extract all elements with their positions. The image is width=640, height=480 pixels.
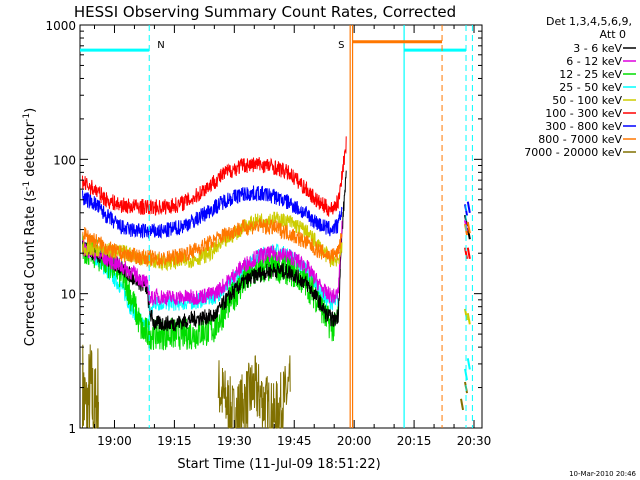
series-7000-20000-kev (82, 344, 469, 429)
series-line (82, 344, 99, 429)
series-tail-mark (464, 368, 469, 381)
legend-label: 12 - 25 keV (559, 68, 622, 81)
series-line (82, 136, 347, 217)
series-line (82, 218, 343, 268)
x-tick-label: 19:45 (277, 434, 312, 448)
series-tail-mark (464, 308, 469, 321)
legend-label: 300 - 800 keV (545, 120, 622, 133)
series-tail-mark (466, 313, 471, 325)
legend-label: 7000 - 20000 keV (524, 146, 622, 159)
x-tick-label: 19:00 (97, 434, 132, 448)
x-axis-label: Start Time (11-Jul-09 18:51:22) (177, 457, 380, 472)
x-tick-label: 20:00 (337, 434, 372, 448)
y-axis-label-sup1: -1 (22, 181, 32, 190)
series-tail-mark (464, 247, 469, 259)
y-tick-label: 1 (68, 422, 76, 436)
legend-label: 50 - 100 keV (552, 94, 622, 107)
series-100-300-kev (82, 136, 471, 259)
series-line (82, 233, 339, 351)
x-tick-label: 19:15 (157, 434, 192, 448)
x-tick-label: 20:30 (457, 434, 492, 448)
series-tail-mark (466, 227, 471, 240)
series-group (82, 136, 471, 429)
legend-header-line2: Att 0 (600, 28, 626, 41)
y-tick-label: 100 (53, 153, 76, 167)
annotation-n: N (157, 40, 164, 51)
legend-header-line1: Det 1,3,4,5,6,9, (546, 15, 632, 28)
y-tick-label: 10 (61, 288, 76, 302)
series-tail-mark (466, 221, 471, 234)
x-tick-label: 20:15 (397, 434, 432, 448)
legend-label: 6 - 12 keV (566, 55, 622, 68)
legend-label: 25 - 50 keV (559, 81, 622, 94)
series-tail-mark (466, 201, 471, 213)
y-axis-label-end: ) (23, 108, 38, 113)
legend-label: 3 - 6 keV (573, 42, 622, 55)
series-12-25-kev (82, 233, 339, 351)
series-tail-mark (466, 247, 471, 259)
date-stamp: 10-Mar-2010 20:46 (569, 470, 636, 478)
y-axis-label-mid: detector (23, 121, 38, 181)
axes-group: 1 10 100 1000 19:00 19:15 19:30 19:45 20:00 20:15… (45, 19, 491, 448)
chart-title: HESSI Observing Summary Count Rates, Cor… (74, 3, 456, 21)
legend-label: 800 - 7000 keV (538, 133, 622, 146)
series-line (82, 220, 343, 306)
annotation-s: S (338, 40, 344, 51)
y-axis-label-sup2: -1 (22, 113, 32, 122)
series-tail-mark (460, 398, 465, 411)
series-line-extra (217, 355, 291, 429)
x-tick-label: 19:30 (217, 434, 252, 448)
series-line (82, 185, 343, 240)
legend-label: 100 - 300 keV (545, 107, 622, 120)
series-tail-mark (466, 358, 471, 370)
y-tick-label: 1000 (45, 19, 76, 33)
y-axis-label: Corrected Count Rate (s-1 detector-1) (22, 108, 38, 346)
y-axis-label-main: Corrected Count Rate (s (23, 190, 38, 347)
